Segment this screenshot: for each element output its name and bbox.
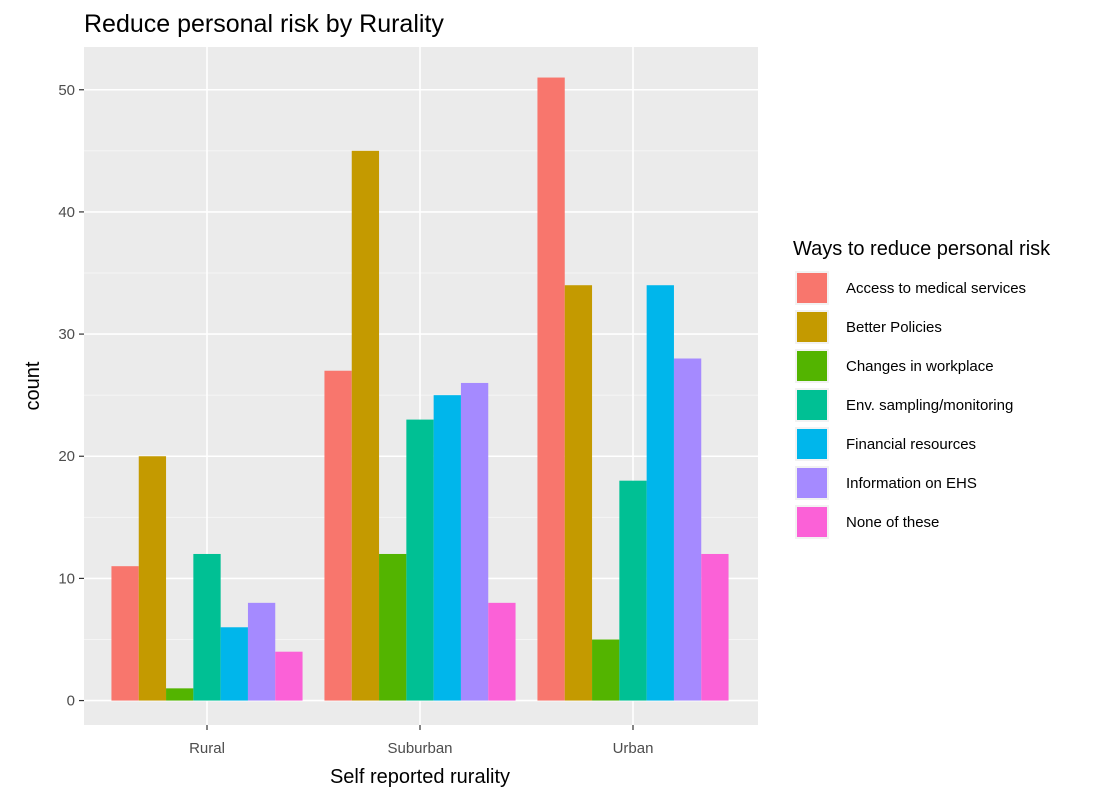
bar	[111, 566, 139, 701]
y-axis-title: count	[22, 361, 44, 410]
legend-label: Access to medical services	[846, 280, 1026, 297]
x-tick-label: Suburban	[387, 740, 452, 757]
x-axis-title: Self reported rurality	[330, 766, 510, 788]
bar	[220, 627, 248, 701]
bar	[564, 285, 593, 701]
legend-label: Better Policies	[846, 319, 942, 336]
legend-swatch	[797, 390, 827, 420]
bar	[646, 285, 674, 701]
bar	[488, 602, 516, 701]
legend-label: Information on EHS	[846, 475, 977, 492]
legend-swatch	[797, 273, 827, 303]
bar	[592, 639, 620, 701]
x-axis: Rural Suburban Urban	[189, 725, 653, 757]
bar	[166, 688, 194, 701]
grid-lines	[84, 47, 758, 725]
legend-title: Ways to reduce personal risk	[793, 238, 1051, 260]
bar	[701, 553, 729, 701]
chart-title: Reduce personal risk by Rurality	[84, 10, 444, 38]
legend-label: None of these	[846, 514, 939, 531]
legend-label: Financial resources	[846, 436, 976, 453]
bar	[673, 358, 702, 701]
bar	[379, 553, 407, 701]
bar	[138, 456, 167, 701]
legend: Ways to reduce personal risk Access to m…	[793, 238, 1051, 539]
bar	[351, 150, 380, 701]
y-tick-label: 20	[58, 448, 75, 465]
y-tick-label: 30	[58, 326, 75, 343]
y-axis: 0 10 20 30 40 50	[58, 82, 84, 710]
x-tick-label: Rural	[189, 740, 225, 757]
bar	[193, 553, 221, 701]
legend-swatch	[797, 312, 827, 342]
y-tick-label: 0	[67, 693, 75, 710]
legend-swatch	[797, 351, 827, 381]
bars	[111, 77, 729, 701]
legend-label: Env. sampling/monitoring	[846, 397, 1013, 414]
bar	[619, 480, 647, 701]
bar	[247, 602, 276, 701]
bar	[460, 382, 489, 701]
bar	[433, 395, 461, 701]
legend-swatch	[797, 507, 827, 537]
bar	[406, 419, 434, 701]
bar	[275, 651, 303, 701]
legend-swatch	[797, 429, 827, 459]
y-tick-label: 50	[58, 82, 75, 99]
legend-swatch	[797, 468, 827, 498]
y-tick-label: 40	[58, 204, 75, 221]
bar	[537, 77, 565, 701]
y-tick-label: 10	[58, 570, 75, 587]
legend-label: Changes in workplace	[846, 358, 994, 375]
bar	[324, 370, 352, 701]
x-tick-label: Urban	[613, 740, 654, 757]
